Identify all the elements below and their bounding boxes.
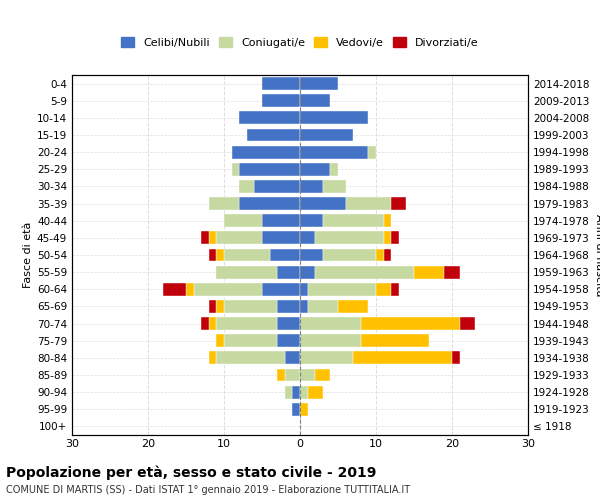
Bar	[262, 214, 300, 227]
Bar	[277, 368, 285, 382]
Bar	[361, 334, 429, 347]
Bar	[277, 266, 300, 278]
Bar	[300, 283, 308, 296]
Bar	[262, 77, 300, 90]
Bar	[376, 248, 383, 262]
Bar	[391, 197, 406, 210]
Bar	[262, 283, 300, 296]
Bar	[452, 352, 460, 364]
Bar	[315, 232, 383, 244]
Bar	[232, 163, 239, 175]
Bar	[217, 317, 277, 330]
Bar	[285, 368, 300, 382]
Bar	[209, 317, 217, 330]
Bar	[445, 266, 460, 278]
Bar	[346, 197, 391, 210]
Bar	[239, 180, 254, 193]
Bar	[232, 146, 300, 158]
Bar	[300, 368, 315, 382]
Bar	[414, 266, 445, 278]
Bar	[239, 112, 300, 124]
Bar	[292, 403, 300, 415]
Bar	[460, 317, 475, 330]
Bar	[224, 248, 269, 262]
Text: COMUNE DI MARTIS (SS) - Dati ISTAT 1° gennaio 2019 - Elaborazione TUTTITALIA.IT: COMUNE DI MARTIS (SS) - Dati ISTAT 1° ge…	[6, 485, 410, 495]
Bar	[300, 232, 315, 244]
Bar	[300, 300, 308, 313]
Y-axis label: Anni di nascita: Anni di nascita	[594, 214, 600, 296]
Bar	[308, 386, 323, 398]
Bar	[201, 317, 209, 330]
Bar	[285, 352, 300, 364]
Bar	[262, 94, 300, 107]
Bar	[217, 334, 224, 347]
Bar	[300, 146, 368, 158]
Bar	[376, 283, 391, 296]
Bar	[300, 94, 331, 107]
Bar	[209, 232, 217, 244]
Bar	[209, 248, 217, 262]
Bar	[300, 180, 323, 193]
Bar	[186, 283, 194, 296]
Bar	[308, 300, 338, 313]
Bar	[201, 232, 209, 244]
Bar	[224, 214, 262, 227]
Bar	[300, 403, 308, 415]
Bar	[391, 232, 399, 244]
Bar	[285, 386, 292, 398]
Bar	[239, 197, 300, 210]
Bar	[383, 214, 391, 227]
Bar	[300, 248, 323, 262]
Bar	[217, 248, 224, 262]
Bar	[277, 334, 300, 347]
Legend: Celibi/Nubili, Coniugati/e, Vedovi/e, Divorziati/e: Celibi/Nubili, Coniugati/e, Vedovi/e, Di…	[118, 34, 482, 51]
Bar	[323, 180, 346, 193]
Bar	[338, 300, 368, 313]
Bar	[331, 163, 338, 175]
Bar	[300, 214, 323, 227]
Bar	[300, 266, 315, 278]
Bar	[361, 317, 460, 330]
Bar	[254, 180, 300, 193]
Bar	[217, 300, 224, 313]
Bar	[353, 352, 452, 364]
Bar	[217, 266, 277, 278]
Bar	[224, 300, 277, 313]
Y-axis label: Fasce di età: Fasce di età	[23, 222, 33, 288]
Bar	[383, 248, 391, 262]
Bar	[300, 128, 353, 141]
Bar	[217, 232, 262, 244]
Bar	[247, 128, 300, 141]
Bar	[217, 352, 285, 364]
Bar	[300, 77, 338, 90]
Bar	[269, 248, 300, 262]
Bar	[323, 214, 383, 227]
Bar	[209, 300, 217, 313]
Bar	[277, 300, 300, 313]
Bar	[308, 283, 376, 296]
Bar	[300, 352, 353, 364]
Bar	[163, 283, 186, 296]
Bar	[383, 232, 391, 244]
Bar	[292, 386, 300, 398]
Bar	[300, 197, 346, 210]
Bar	[300, 334, 361, 347]
Bar	[300, 112, 368, 124]
Bar	[224, 334, 277, 347]
Bar	[300, 163, 331, 175]
Text: Popolazione per età, sesso e stato civile - 2019: Popolazione per età, sesso e stato civil…	[6, 465, 376, 479]
Bar	[194, 283, 262, 296]
Bar	[315, 266, 414, 278]
Bar	[315, 368, 331, 382]
Bar	[368, 146, 376, 158]
Bar	[209, 352, 217, 364]
Bar	[209, 197, 239, 210]
Bar	[323, 248, 376, 262]
Bar	[277, 317, 300, 330]
Bar	[239, 163, 300, 175]
Bar	[300, 386, 308, 398]
Bar	[262, 232, 300, 244]
Bar	[300, 317, 361, 330]
Bar	[391, 283, 399, 296]
